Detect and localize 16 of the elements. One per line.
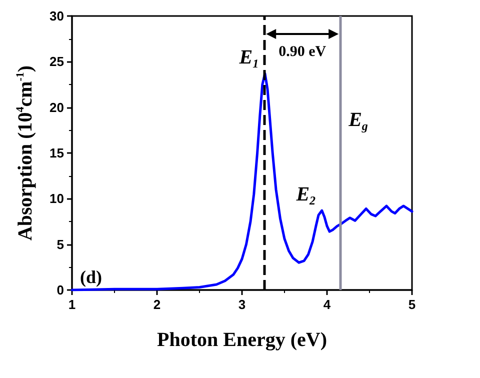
x-tick-label: 2 [153,297,161,312]
y-tick-label: 5 [56,236,64,252]
x-tick-label: 3 [238,297,246,312]
y-tick-label: 15 [50,146,64,160]
y-tick-label: 20 [50,100,64,115]
y-axis-title: Absorption (104cm-1) [14,65,36,241]
x-axis-title: Photon Energy (eV) [157,329,327,351]
x-tick-label: 5 [408,297,416,312]
y-tick-label: 0 [56,282,64,298]
y-tick-label: 25 [50,54,64,70]
y-tick-label: 10 [50,191,64,206]
x-tick-label: 4 [323,297,332,312]
x-tick-label: 1 [68,297,76,312]
annotation: 0.90 eV [278,44,326,60]
y-tick-label: 30 [50,8,64,24]
annotation: (d) [80,267,102,287]
